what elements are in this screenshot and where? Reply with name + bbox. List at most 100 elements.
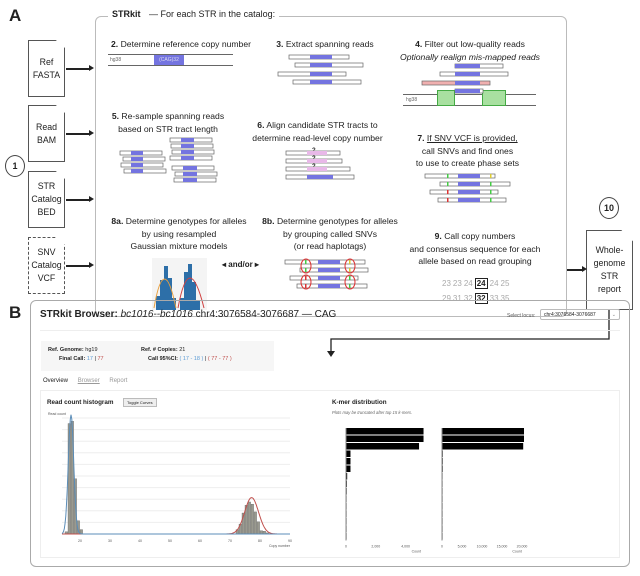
toggle-curves-button[interactable]: Toggle Curves xyxy=(123,398,157,407)
kmer-title: K-mer distribution xyxy=(332,399,387,406)
ref-copies: Ref. # Copies: 21 xyxy=(141,347,186,353)
tab-report[interactable]: Report xyxy=(109,378,128,384)
tab-overview[interactable]: Overview xyxy=(43,378,69,384)
copy-number: 33 xyxy=(489,294,499,303)
copy-number: 32 xyxy=(463,294,473,303)
snv-mark xyxy=(349,276,351,280)
step-2-text: 2. Determine reference copy number xyxy=(111,39,251,49)
browser-title-prefix: STRkit Browser: xyxy=(40,309,118,320)
str-segment xyxy=(318,284,340,288)
allele-1-copy-numbers: 23 23 24 24 24 25 xyxy=(442,276,511,291)
input-doc-line: Catalog xyxy=(31,194,62,204)
str-segment xyxy=(307,151,327,155)
str-segment xyxy=(318,268,340,272)
motif: — CAG xyxy=(301,309,337,320)
str-segment xyxy=(458,182,480,186)
locus-name: chr4:3076584-3076687 xyxy=(195,309,300,320)
str-segment xyxy=(455,81,480,85)
str-segment xyxy=(131,163,143,167)
str-segment xyxy=(310,55,332,59)
snv-mark xyxy=(490,174,492,178)
x-tick-label: 15,000 xyxy=(497,545,508,549)
kmer-bar xyxy=(346,465,351,472)
select-locus-value: chr4:3076584-3076687 xyxy=(544,312,596,318)
kmer-bar xyxy=(346,435,424,442)
copy-number: 29 xyxy=(442,294,451,303)
tab-bar: Overview Browser Report xyxy=(43,378,127,384)
kmer-bar xyxy=(442,435,524,442)
histogram-bar xyxy=(247,501,251,535)
x-tick-label: 70 xyxy=(228,539,232,543)
kmer-bar xyxy=(346,428,424,435)
snv-mark xyxy=(349,284,351,288)
select-locus-label: Select locus: xyxy=(507,313,536,319)
realign-window xyxy=(437,90,455,106)
pipeline-header: STRkit — For each STR in the catalog: xyxy=(108,9,280,19)
x-tick-label: 40 xyxy=(138,539,142,543)
copy-number: 24 xyxy=(463,279,473,288)
snv-mark xyxy=(305,276,307,280)
locus-info-box: Ref. Genome: hg19 Final Call: 17 | 77 Re… xyxy=(41,341,274,371)
str-segment xyxy=(307,167,327,171)
strkit-title: STRkit xyxy=(112,9,141,19)
copy-number-grid: 23 23 24 24 24 25 29 31 32 32 33 35 xyxy=(442,276,511,306)
x-tick-label: 4,000 xyxy=(401,545,410,549)
input-doc-line: Catalog xyxy=(31,260,62,270)
final-call: Final Call: 17 | 77 xyxy=(59,356,104,362)
ref-label: hg38 xyxy=(406,97,418,103)
x-axis-label: Count xyxy=(412,550,421,554)
step-8b-text: 8b. Determine genotypes for alleles by g… xyxy=(262,216,398,251)
str-segment xyxy=(131,169,143,173)
panel-b-label: B xyxy=(9,303,22,322)
str-segment xyxy=(183,166,197,170)
x-tick-label: 0 xyxy=(345,545,347,549)
browser-title: STRkit Browser: bc1016--bc1016 chr4:3076… xyxy=(40,309,336,320)
sample-name: bc1016--bc1016 xyxy=(120,309,193,320)
and-or-label: ◂ and/or ▸ xyxy=(222,260,259,269)
gmm-histogram-icon xyxy=(152,258,207,310)
snv-mark xyxy=(349,268,351,272)
str-segment xyxy=(458,198,480,202)
step-7-text: 7. If SNV VCF is provided, call SNVs and… xyxy=(415,133,520,168)
x-tick-label: 30 xyxy=(108,539,112,543)
x-tick-label: 90 xyxy=(288,539,292,543)
whole-genome-str-report-doc: Whole-genome STR report xyxy=(586,230,633,310)
select-locus-dropdown[interactable]: chr4:3076584-3076687 ⌄ xyxy=(540,309,620,320)
snv-mark xyxy=(349,260,351,264)
str-segment xyxy=(455,72,480,76)
snv-mark xyxy=(490,198,492,202)
str-segment xyxy=(310,63,332,67)
strkit-pipeline-box xyxy=(95,16,567,317)
str-segment xyxy=(181,144,194,148)
str-segment xyxy=(181,138,194,142)
kmer-note: Plots may be truncated after top 15 k-me… xyxy=(332,410,413,415)
x-tick-label: 0 xyxy=(441,545,443,549)
tab-browser[interactable]: Browser xyxy=(77,378,100,384)
snv-mark xyxy=(447,174,449,178)
snv-mark xyxy=(490,190,492,194)
str-segment xyxy=(307,175,333,179)
snv-mark xyxy=(305,268,307,272)
histogram-bar xyxy=(253,511,257,535)
kmer-bar xyxy=(346,473,348,480)
histogram-bar xyxy=(250,504,254,535)
pipeline-subtitle: — For each STR in the catalog: xyxy=(149,9,276,19)
input-doc-3: SNV Catalog VCF xyxy=(28,237,65,294)
x-axis-label: Count xyxy=(512,550,521,554)
read xyxy=(122,156,166,162)
input-arrow xyxy=(66,65,94,71)
connector-line xyxy=(327,310,610,357)
copy-number: 25 xyxy=(500,279,510,288)
snv-mark xyxy=(490,182,492,186)
input-doc-line: BED xyxy=(37,207,56,217)
snv-mark xyxy=(447,182,449,186)
snv-mark xyxy=(305,284,307,288)
str-segment xyxy=(307,159,327,163)
str-segment xyxy=(131,151,143,155)
arrow-to-report xyxy=(567,266,587,272)
x-tick-label: 10,000 xyxy=(477,545,488,549)
x-axis-label: Copy number xyxy=(269,544,291,548)
x-tick-label: 50 xyxy=(168,539,172,543)
overview-content xyxy=(40,390,620,558)
